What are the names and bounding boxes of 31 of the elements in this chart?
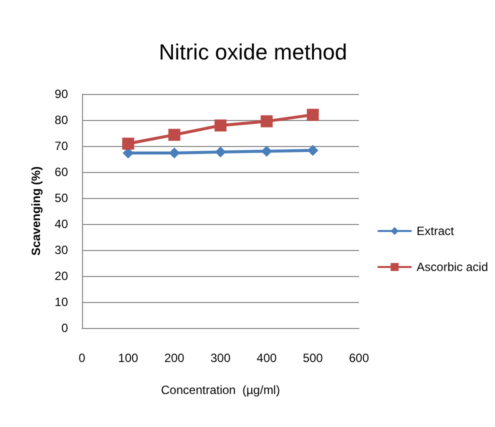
point — [122, 138, 134, 150]
y-tick-label: 60 — [54, 165, 68, 179]
y-tick-label: 90 — [54, 87, 68, 101]
chart-title: Nitric oxide method — [158, 40, 348, 64]
point — [168, 148, 180, 159]
y-tick-label: 0 — [61, 321, 68, 335]
point — [261, 146, 272, 157]
y-axis-title: Scavenging (%) — [29, 166, 43, 256]
y-tick-label: 70 — [54, 139, 68, 153]
point — [306, 108, 319, 121]
point — [168, 128, 180, 141]
y-tick-label: 10 — [54, 295, 68, 309]
x-axis-title: Concentration (µg/ml) — [161, 383, 280, 397]
y-tick-label: 40 — [54, 217, 68, 231]
x-tick-label: 200 — [164, 351, 185, 365]
x-tick-label: 500 — [302, 351, 324, 365]
y-tick-label: 80 — [54, 113, 68, 127]
point — [307, 144, 318, 156]
point — [214, 119, 226, 132]
x-tick-label: 600 — [348, 351, 370, 365]
y-tick-label: 30 — [54, 243, 68, 257]
point — [215, 146, 226, 158]
x-tick-label: 300 — [210, 351, 231, 365]
point — [260, 115, 273, 128]
x-tick-label: 0 — [78, 351, 86, 365]
y-tick-label: 50 — [54, 191, 68, 205]
x-tick-label: 100 — [118, 351, 138, 365]
y-tick-label: 20 — [54, 269, 68, 283]
x-tick-label: 400 — [256, 351, 277, 365]
legend-label: Extract — [416, 224, 455, 238]
legend-label: Ascorbic acid — [416, 260, 488, 274]
